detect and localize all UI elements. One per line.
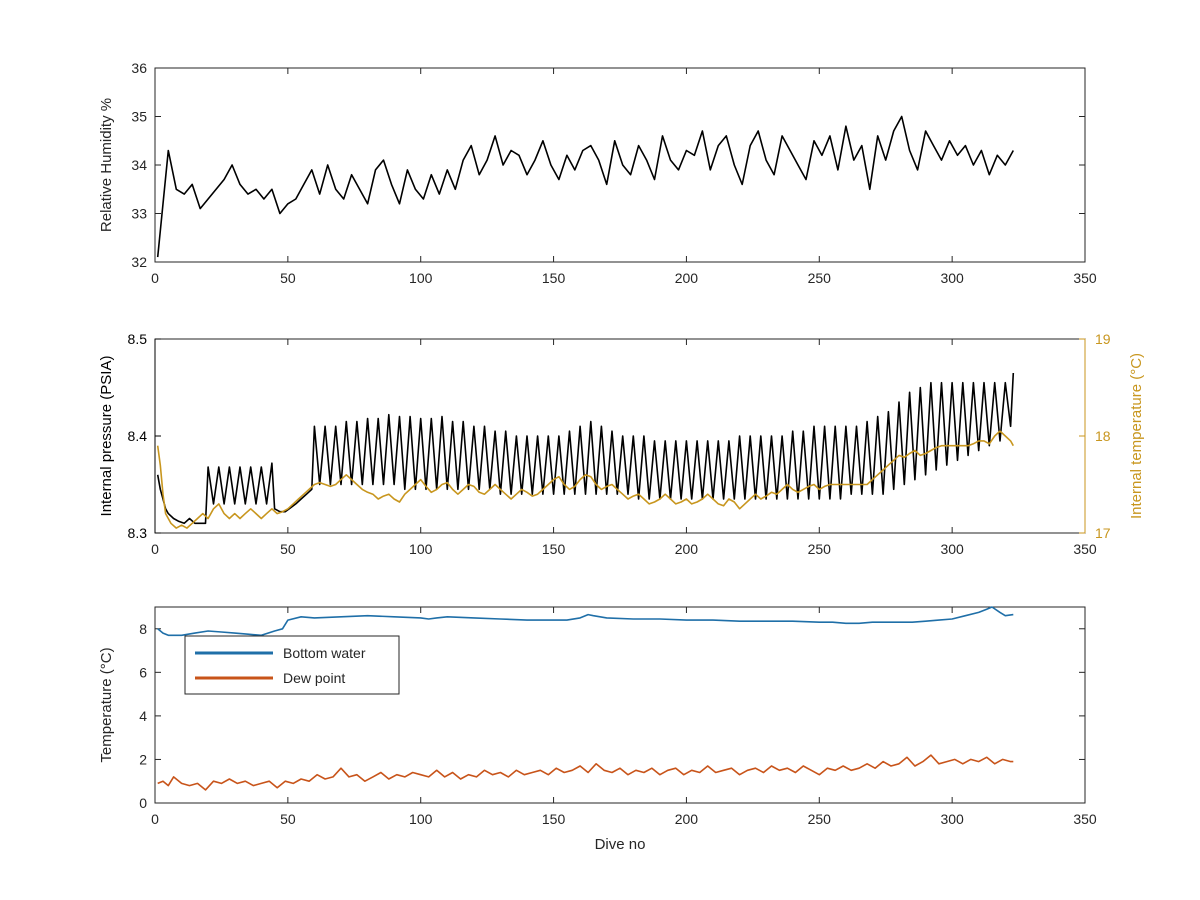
series-line-dew-point (157, 754, 1014, 791)
legend-entry: Bottom water (283, 645, 366, 661)
axes-box (154, 606, 1086, 804)
y-tick-label: 36 (131, 60, 147, 76)
x-tick-label: 150 (542, 541, 566, 557)
legend-entry: Dew point (283, 670, 345, 686)
series-line-2-1 (156, 372, 1015, 525)
y-tick-label: 8.3 (128, 525, 148, 541)
x-tick-label: 0 (151, 811, 159, 827)
x-tick-label: 200 (675, 541, 699, 557)
x-tick-label: 300 (940, 270, 964, 286)
x-tick-label: 350 (1073, 811, 1097, 827)
x-tick-label: 100 (409, 541, 433, 557)
series-line-1-1 (156, 115, 1015, 258)
x-tick-label: 50 (280, 541, 296, 557)
x-tick-label: 350 (1073, 541, 1097, 557)
y-tick-label: 0 (139, 795, 147, 811)
x-tick-label: 50 (280, 811, 296, 827)
y-tick-label: 34 (131, 157, 147, 173)
x-tick-label: 300 (940, 811, 964, 827)
x-axis-label: Dive no (595, 836, 646, 853)
x-tick-label: 100 (409, 270, 433, 286)
y-axis-label: Internal pressure (PSIA) (98, 356, 115, 517)
y-tick-label: 8 (139, 621, 147, 637)
y2-tick-label: 17 (1095, 525, 1111, 541)
x-tick-label: 300 (940, 541, 964, 557)
legend: Bottom water Dew point (184, 635, 400, 695)
x-tick-label: 150 (542, 270, 566, 286)
y-tick-label: 33 (131, 206, 147, 222)
x-tick-label: 250 (808, 811, 832, 827)
x-tick-label: 350 (1073, 270, 1097, 286)
x-tick-label: 250 (808, 270, 832, 286)
x-tick-label: 0 (151, 270, 159, 286)
axes-box (154, 67, 1086, 263)
x-tick-label: 200 (675, 270, 699, 286)
y2-tick-label: 19 (1095, 331, 1111, 347)
x-tick-label: 150 (542, 811, 566, 827)
x-tick-label: 200 (675, 811, 699, 827)
chart-panel-2: 0 50 100 150 200 250 300 350 8.3 8.4 8.5 17 18 19 Inte… (98, 331, 1145, 557)
y-tick-label: 35 (131, 109, 147, 125)
y-tick-label: 4 (139, 708, 147, 724)
y-axis-label: Relative Humidity % (98, 98, 115, 232)
y-tick-label: 6 (139, 664, 147, 680)
y2-axis-label: Internal temperature (°C) (1128, 353, 1145, 519)
y-tick-label: 8.4 (128, 428, 148, 444)
chart-panel-3: 0 50 100 150 200 250 300 350 0 2 4 6 8 Temperature (°… (98, 606, 1097, 853)
y-tick-label: 2 (139, 751, 147, 767)
x-tick-label: 50 (280, 270, 296, 286)
x-tick-label: 100 (409, 811, 433, 827)
y-tick-label: 8.5 (128, 331, 148, 347)
y2-tick-label: 18 (1095, 428, 1111, 444)
y-axis-label: Temperature (°C) (98, 647, 115, 762)
legend-box (184, 635, 400, 695)
series-line-2-2 (156, 430, 1014, 529)
x-tick-label: 250 (808, 541, 832, 557)
chart-panel-1: 0 50 100 150 200 250 300 350 32 33 34 35 36 Relative … (98, 60, 1097, 286)
series-line-bottom-water (157, 606, 1014, 637)
y-tick-label: 32 (131, 254, 147, 270)
x-tick-label: 0 (151, 541, 159, 557)
